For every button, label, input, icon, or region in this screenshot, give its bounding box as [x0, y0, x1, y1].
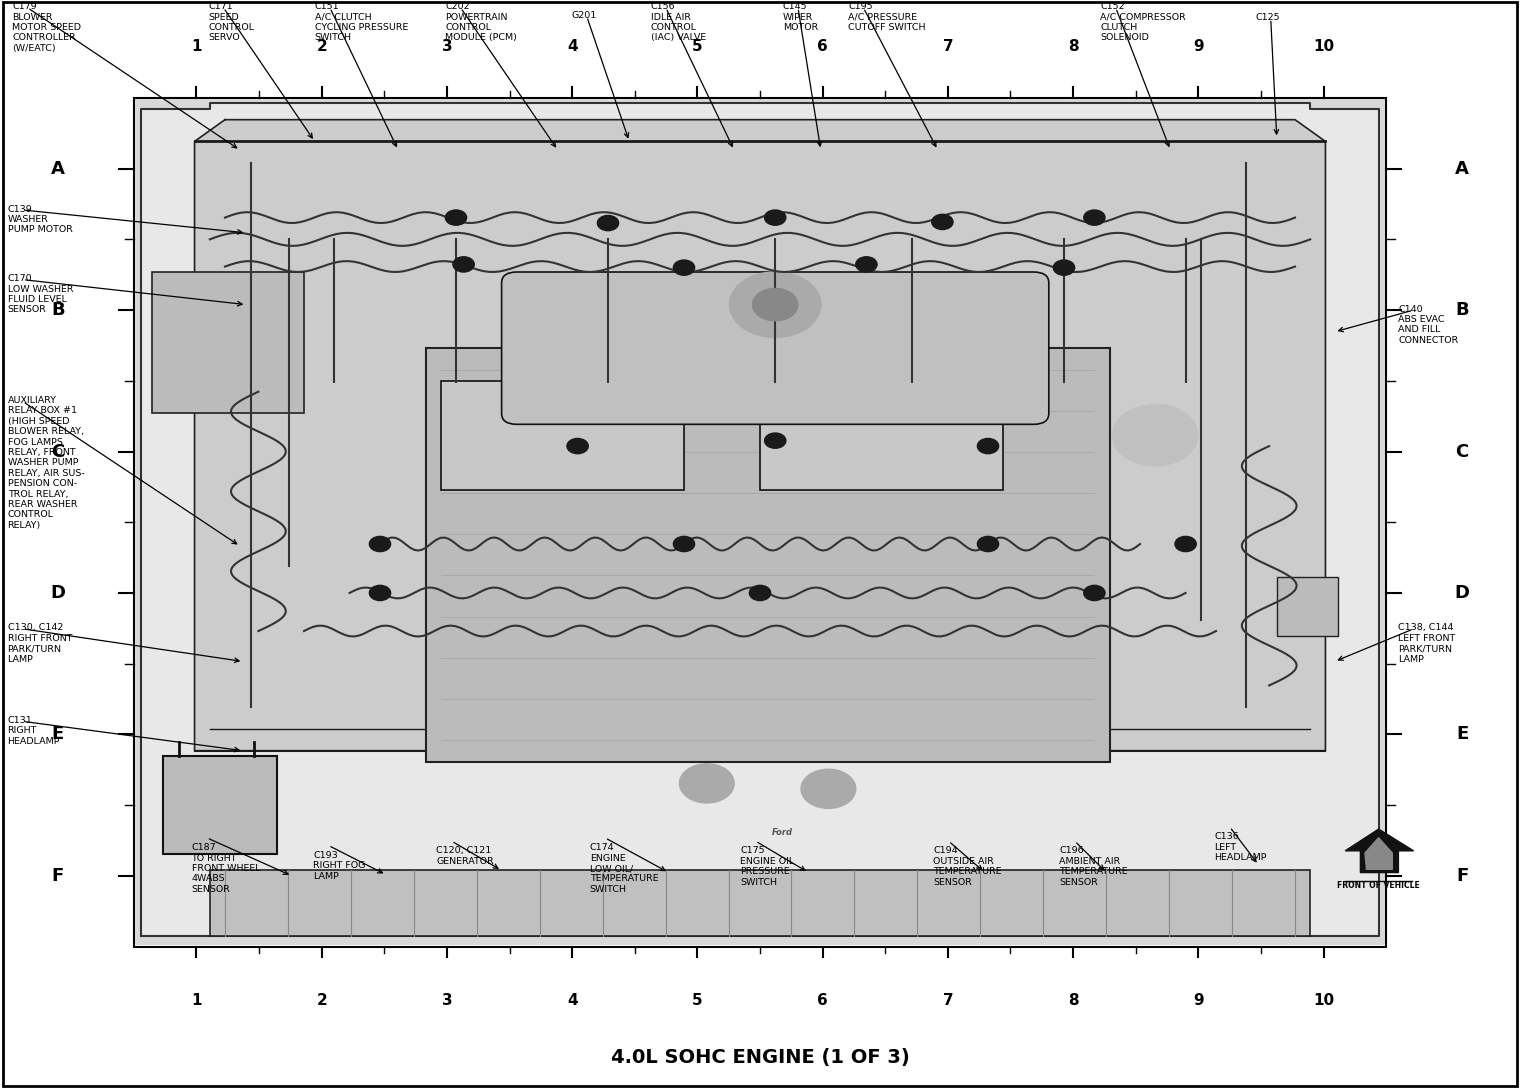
Text: FRONT OF VEHICLE: FRONT OF VEHICLE: [1338, 881, 1420, 890]
Text: 4.0L SOHC ENGINE (1 OF 3): 4.0L SOHC ENGINE (1 OF 3): [611, 1048, 909, 1067]
Circle shape: [977, 536, 999, 552]
Text: 7: 7: [942, 993, 953, 1009]
Text: C156
IDLE AIR
CONTROL
(IAC) VALVE: C156 IDLE AIR CONTROL (IAC) VALVE: [651, 2, 705, 42]
Text: C179
BLOWER
MOTOR SPEED
CONTROLLER
(W/EATC): C179 BLOWER MOTOR SPEED CONTROLLER (W/EA…: [12, 2, 81, 53]
Text: 3: 3: [442, 993, 451, 1009]
Bar: [163, 756, 277, 854]
Text: C125: C125: [1256, 13, 1280, 22]
Text: 10: 10: [1313, 993, 1335, 1009]
Bar: [426, 348, 1110, 762]
Polygon shape: [141, 103, 1379, 936]
Circle shape: [369, 536, 391, 552]
Text: 9: 9: [1193, 993, 1204, 1009]
Circle shape: [1053, 260, 1075, 275]
Text: 10: 10: [1313, 39, 1335, 54]
Text: C145
WIPER
MOTOR: C145 WIPER MOTOR: [783, 2, 818, 32]
Text: 4: 4: [567, 993, 578, 1009]
Text: A: A: [50, 160, 65, 177]
Bar: [134, 98, 1386, 947]
Text: B: B: [52, 301, 64, 319]
Circle shape: [752, 288, 798, 321]
Circle shape: [801, 769, 856, 808]
Text: C136
LEFT
HEADLAMP: C136 LEFT HEADLAMP: [1214, 832, 1268, 862]
Text: C175
ENGINE OIL
PRESSURE
SWITCH: C175 ENGINE OIL PRESSURE SWITCH: [740, 846, 795, 887]
Text: 1: 1: [192, 39, 202, 54]
Bar: [1277, 577, 1338, 636]
Text: B: B: [1456, 301, 1468, 319]
Circle shape: [730, 272, 821, 337]
Text: 4: 4: [567, 39, 578, 54]
Circle shape: [749, 585, 771, 601]
Bar: [135, 99, 1385, 945]
Circle shape: [597, 215, 619, 231]
Text: C195
A/C PRESSURE
CUTOFF SWITCH: C195 A/C PRESSURE CUTOFF SWITCH: [848, 2, 926, 32]
Circle shape: [679, 764, 734, 803]
Polygon shape: [1365, 838, 1392, 869]
Text: C194
OUTSIDE AIR
TEMPERATURE
SENSOR: C194 OUTSIDE AIR TEMPERATURE SENSOR: [933, 846, 1002, 887]
Text: C202
POWERTRAIN
CONTROL
MODULE (PCM): C202 POWERTRAIN CONTROL MODULE (PCM): [445, 2, 517, 42]
Circle shape: [1084, 585, 1105, 601]
Text: C120, C121
GENERATOR: C120, C121 GENERATOR: [436, 846, 494, 866]
Text: C140
ABS EVAC
AND FILL
CONNECTOR: C140 ABS EVAC AND FILL CONNECTOR: [1398, 305, 1459, 345]
Bar: [152, 272, 304, 413]
Polygon shape: [1345, 829, 1414, 873]
Text: F: F: [52, 867, 64, 885]
Text: 6: 6: [818, 993, 828, 1009]
Bar: [760, 381, 1003, 490]
Text: 5: 5: [692, 993, 702, 1009]
Text: C187
TO RIGHT
FRONT WHEEL
4WABS
SENSOR: C187 TO RIGHT FRONT WHEEL 4WABS SENSOR: [192, 843, 260, 894]
Circle shape: [673, 536, 695, 552]
Circle shape: [453, 257, 474, 272]
Text: G201: G201: [572, 11, 597, 20]
Bar: [441, 381, 684, 490]
Circle shape: [765, 433, 786, 448]
Text: 1: 1: [192, 993, 202, 1009]
Text: 2: 2: [316, 39, 327, 54]
Text: C170
LOW WASHER
FLUID LEVEL
SENSOR: C170 LOW WASHER FLUID LEVEL SENSOR: [8, 274, 73, 314]
Circle shape: [977, 438, 999, 454]
Circle shape: [932, 214, 953, 230]
Circle shape: [445, 210, 467, 225]
Circle shape: [673, 260, 695, 275]
Text: C130, C142
RIGHT FRONT
PARK/TURN
LAMP: C130, C142 RIGHT FRONT PARK/TURN LAMP: [8, 623, 71, 664]
FancyBboxPatch shape: [502, 272, 1049, 424]
Circle shape: [369, 585, 391, 601]
Text: C151
A/C CLUTCH
CYCLING PRESSURE
SWITCH: C151 A/C CLUTCH CYCLING PRESSURE SWITCH: [315, 2, 407, 42]
Text: 3: 3: [442, 39, 451, 54]
Circle shape: [1113, 405, 1198, 466]
Text: 2: 2: [316, 993, 327, 1009]
Text: C139
WASHER
PUMP MOTOR: C139 WASHER PUMP MOTOR: [8, 205, 73, 234]
Text: D: D: [50, 584, 65, 602]
Circle shape: [567, 438, 588, 454]
Text: 9: 9: [1193, 39, 1204, 54]
Text: C171
SPEED
CONTROL
SERVO: C171 SPEED CONTROL SERVO: [208, 2, 254, 42]
Text: C174
ENGINE
LOW OIL/
TEMPERATURE
SWITCH: C174 ENGINE LOW OIL/ TEMPERATURE SWITCH: [590, 843, 658, 894]
Text: 5: 5: [692, 39, 702, 54]
Text: E: E: [1456, 726, 1468, 743]
Circle shape: [856, 257, 877, 272]
Text: 7: 7: [942, 39, 953, 54]
Text: C193
RIGHT FOG
LAMP: C193 RIGHT FOG LAMP: [313, 851, 365, 880]
Text: 8: 8: [1069, 993, 1078, 1009]
Text: A: A: [1455, 160, 1470, 177]
Bar: [210, 870, 1310, 936]
Text: 8: 8: [1069, 39, 1078, 54]
Text: AUXILIARY
RELAY BOX #1
(HIGH SPEED
BLOWER RELAY,
FOG LAMPS
RELAY, FRONT
WASHER P: AUXILIARY RELAY BOX #1 (HIGH SPEED BLOWE…: [8, 396, 84, 530]
Text: E: E: [52, 726, 64, 743]
Text: C138, C144
LEFT FRONT
PARK/TURN
LAMP: C138, C144 LEFT FRONT PARK/TURN LAMP: [1398, 623, 1456, 664]
Polygon shape: [195, 120, 1325, 751]
Text: Ford: Ford: [772, 828, 793, 837]
Text: C: C: [52, 443, 64, 460]
Text: C152
A/C COMPRESSOR
CLUTCH
SOLENOID: C152 A/C COMPRESSOR CLUTCH SOLENOID: [1100, 2, 1186, 42]
Text: C196
AMBIENT AIR
TEMPERATURE
SENSOR: C196 AMBIENT AIR TEMPERATURE SENSOR: [1059, 846, 1128, 887]
Text: C: C: [1456, 443, 1468, 460]
Circle shape: [1175, 536, 1196, 552]
Text: C131
RIGHT
HEADLAMP: C131 RIGHT HEADLAMP: [8, 716, 61, 745]
Text: D: D: [1455, 584, 1470, 602]
Text: 6: 6: [818, 39, 828, 54]
Text: F: F: [1456, 867, 1468, 885]
Circle shape: [765, 210, 786, 225]
Circle shape: [1084, 210, 1105, 225]
